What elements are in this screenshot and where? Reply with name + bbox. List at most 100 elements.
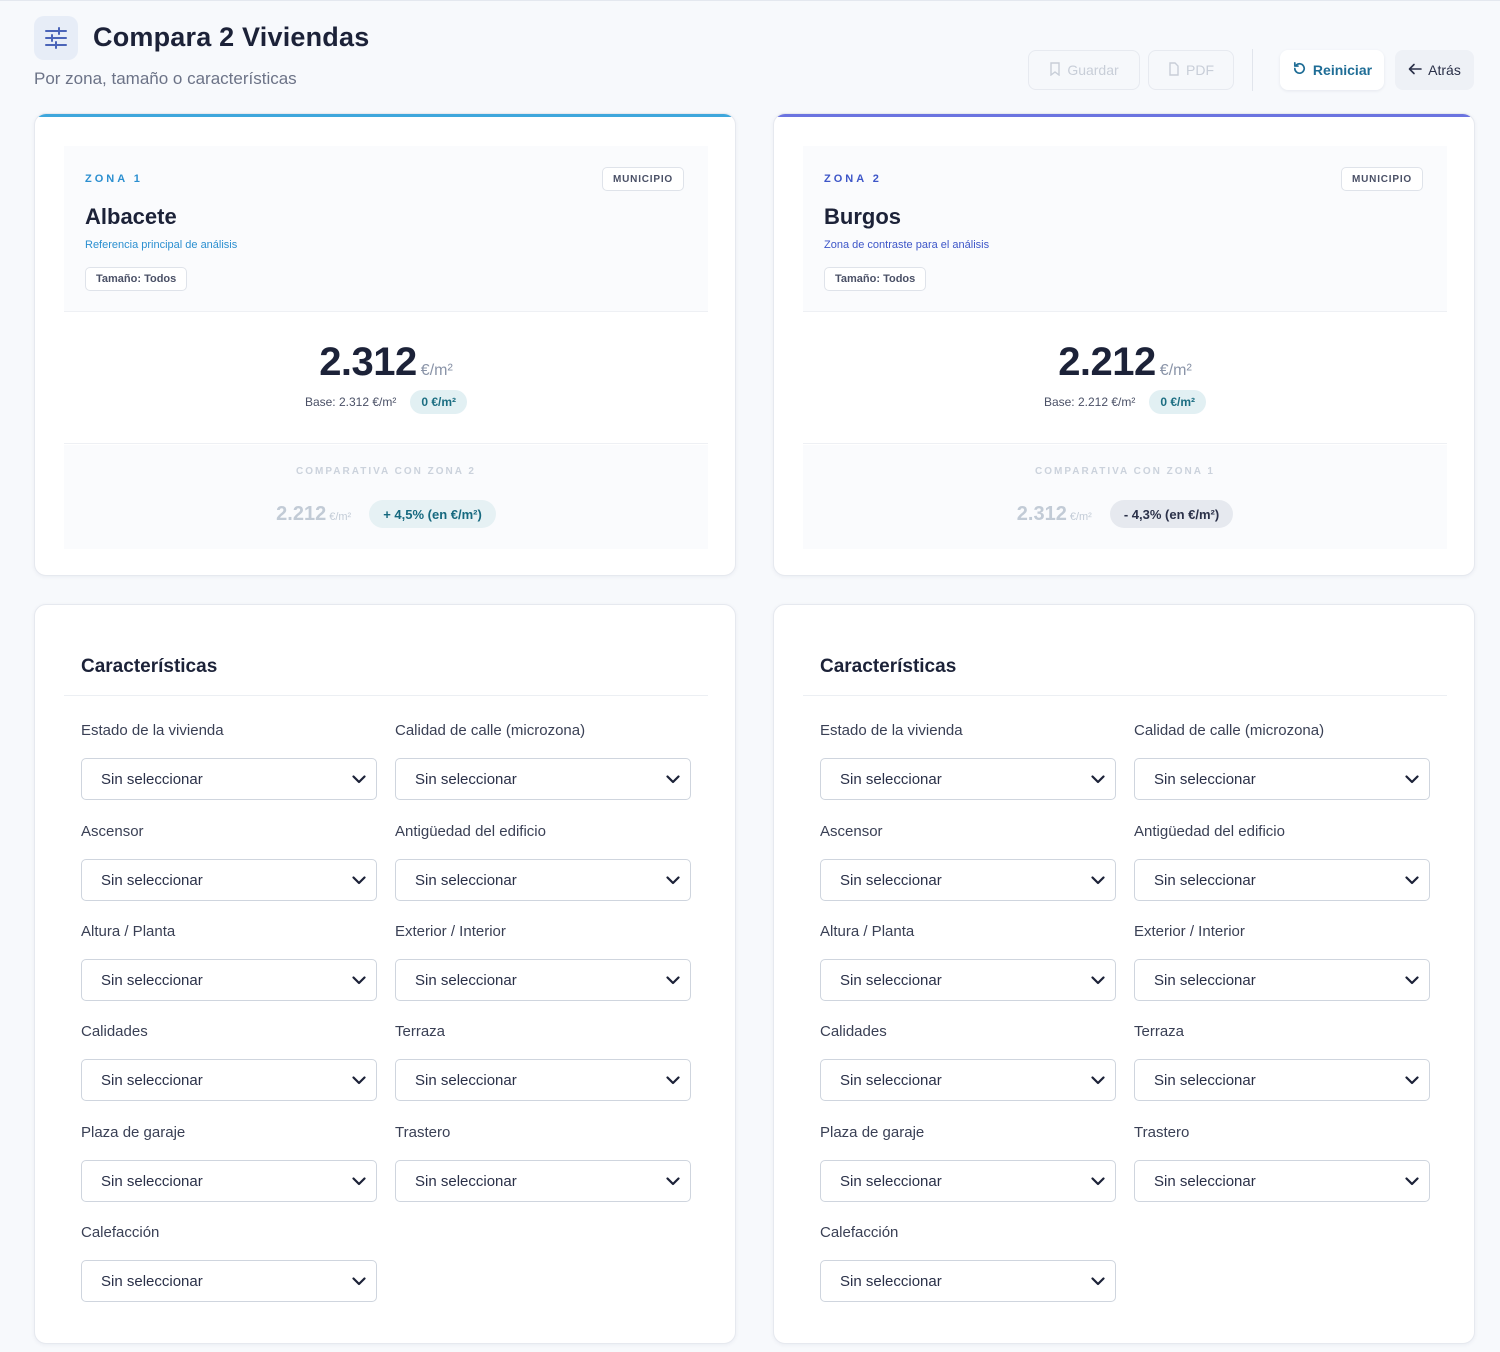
zone-1-field-4: Altura / Planta Sin seleccionar <box>81 923 377 1001</box>
pdf-button[interactable]: PDF <box>1148 50 1234 90</box>
zone-1-field-10: Calefacción Sin seleccionar <box>81 1224 377 1302</box>
field-label: Terraza <box>1134 1023 1185 1040</box>
chevron-down-icon <box>666 972 680 989</box>
zone-1-accent-bar <box>35 114 735 117</box>
save-button[interactable]: Guardar <box>1028 50 1140 90</box>
page-subtitle: Por zona, tamaño o características <box>34 69 297 88</box>
chevron-down-icon <box>1405 1173 1419 1190</box>
select-value: Sin seleccionar <box>101 1272 203 1290</box>
field-label: Calefacción <box>81 1224 160 1241</box>
select-dropdown[interactable]: Sin seleccionar <box>1134 859 1430 901</box>
zone-1-description: Referencia principal de análisis <box>85 239 238 251</box>
zone-2-type-badge: MUNICIPIO <box>1341 167 1423 191</box>
field-label: Antigüedad del edificio <box>1134 823 1285 840</box>
select-value: Sin seleccionar <box>101 1071 203 1089</box>
zone-2-comparison-unit: €/m² <box>1069 510 1092 523</box>
reset-button[interactable]: Reiniciar <box>1280 50 1384 90</box>
select-value: Sin seleccionar <box>415 1071 517 1089</box>
select-value: Sin seleccionar <box>415 770 517 788</box>
zone-2-base-price: Base: 2.212 €/m² <box>1043 395 1136 409</box>
zone-2-field-6: Calidades Sin seleccionar <box>820 1023 1116 1101</box>
select-dropdown[interactable]: Sin seleccionar <box>1134 1059 1430 1101</box>
select-value: Sin seleccionar <box>1154 770 1256 788</box>
select-dropdown[interactable]: Sin seleccionar <box>395 859 691 901</box>
zone-2-price-unit: €/m² <box>1159 362 1192 379</box>
select-dropdown[interactable]: Sin seleccionar <box>1134 1160 1430 1202</box>
header-separator <box>1252 49 1253 91</box>
select-value: Sin seleccionar <box>415 871 517 889</box>
select-dropdown[interactable]: Sin seleccionar <box>820 1160 1116 1202</box>
top-border <box>0 0 1500 1</box>
zone-2-field-4: Altura / Planta Sin seleccionar <box>820 923 1116 1001</box>
zone-1-comparison-unit: €/m² <box>329 510 352 523</box>
select-dropdown[interactable]: Sin seleccionar <box>820 1260 1116 1302</box>
zone-2-accent-bar <box>774 114 1474 117</box>
select-dropdown[interactable]: Sin seleccionar <box>81 959 377 1001</box>
zone-2-header: ZONA 2 MUNICIPIO Burgos Zona de contrast… <box>803 146 1447 312</box>
zone-2-name: Burgos <box>824 204 901 229</box>
select-dropdown[interactable]: Sin seleccionar <box>395 1160 691 1202</box>
zone-2-field-7: Terraza Sin seleccionar <box>1134 1023 1430 1101</box>
select-value: Sin seleccionar <box>1154 871 1256 889</box>
select-dropdown[interactable]: Sin seleccionar <box>820 758 1116 800</box>
page-title: Compara 2 Viviendas <box>93 22 370 52</box>
select-dropdown[interactable]: Sin seleccionar <box>81 1059 377 1101</box>
select-dropdown[interactable]: Sin seleccionar <box>820 959 1116 1001</box>
field-label: Exterior / Interior <box>395 923 506 940</box>
zone-2-field-9: Trastero Sin seleccionar <box>1134 1124 1430 1202</box>
zone-2-field-3: Antigüedad del edificio Sin seleccionar <box>1134 823 1430 901</box>
zone-1-card: ZONA 1 MUNICIPIO Albacete Referencia pri… <box>34 113 736 576</box>
field-label: Terraza <box>395 1023 446 1040</box>
select-dropdown[interactable]: Sin seleccionar <box>395 959 691 1001</box>
zone-2-field-2: Ascensor Sin seleccionar <box>820 823 1116 901</box>
select-value: Sin seleccionar <box>840 770 942 788</box>
zone-1-comparison-value: 2.212 <box>276 502 327 525</box>
zone-2-card: ZONA 2 MUNICIPIO Burgos Zona de contrast… <box>773 113 1475 576</box>
select-dropdown[interactable]: Sin seleccionar <box>395 758 691 800</box>
chevron-down-icon <box>352 1072 366 1089</box>
zone-1-base-price: Base: 2.312 €/m² <box>304 395 397 409</box>
zone-1-features-title: Características <box>81 656 218 677</box>
save-button-label: Guardar <box>1067 62 1119 78</box>
field-label: Ascensor <box>820 823 883 840</box>
select-dropdown[interactable]: Sin seleccionar <box>395 1059 691 1101</box>
select-value: Sin seleccionar <box>101 871 203 889</box>
select-dropdown[interactable]: Sin seleccionar <box>81 859 377 901</box>
select-dropdown[interactable]: Sin seleccionar <box>1134 758 1430 800</box>
select-dropdown[interactable]: Sin seleccionar <box>81 1160 377 1202</box>
chevron-down-icon <box>1405 771 1419 788</box>
zone-2-field-1: Calidad de calle (microzona) Sin seleccio… <box>1134 722 1430 800</box>
zone-2-features-divider <box>803 695 1447 696</box>
zone-2-field-5: Exterior / Interior Sin seleccionar <box>1134 923 1430 1001</box>
select-value: Sin seleccionar <box>840 971 942 989</box>
pdf-button-label: PDF <box>1186 62 1214 78</box>
select-value: Sin seleccionar <box>101 1172 203 1190</box>
field-label: Calidades <box>81 1023 148 1040</box>
chevron-down-icon <box>352 972 366 989</box>
select-value: Sin seleccionar <box>415 971 517 989</box>
select-dropdown[interactable]: Sin seleccionar <box>820 859 1116 901</box>
select-dropdown[interactable]: Sin seleccionar <box>820 1059 1116 1101</box>
chevron-down-icon <box>666 872 680 889</box>
chevron-down-icon <box>1405 972 1419 989</box>
back-button-label: Atrás <box>1428 62 1461 78</box>
zone-1-field-1: Calidad de calle (microzona) Sin seleccio… <box>395 722 691 800</box>
field-label: Plaza de garaje <box>820 1124 925 1141</box>
zone-2-price-block: 2.212 €/m² Base: 2.212 €/m² 0 €/m² <box>803 312 1447 444</box>
zone-1-comparison: COMPARATIVA CON ZONA 2 2.212 €/m² + 4,5% … <box>64 445 708 549</box>
field-label: Calidad de calle (microzona) <box>395 722 586 739</box>
select-dropdown[interactable]: Sin seleccionar <box>81 758 377 800</box>
zone-1-size-chip: Tamaño: Todos <box>85 267 188 291</box>
zone-1-price-block: 2.312 €/m² Base: 2.312 €/m² 0 €/m² <box>64 312 708 444</box>
zone-2-field-0: Estado de la vivienda Sin seleccionar <box>820 722 1116 800</box>
select-dropdown[interactable]: Sin seleccionar <box>81 1260 377 1302</box>
chevron-down-icon <box>352 771 366 788</box>
select-dropdown[interactable]: Sin seleccionar <box>1134 959 1430 1001</box>
zone-1-delta-badge: 0 €/m² <box>410 390 468 414</box>
sliders-icon <box>34 16 78 60</box>
document-icon <box>1168 61 1180 79</box>
back-button[interactable]: Atrás <box>1395 50 1474 90</box>
chevron-down-icon <box>1091 1273 1105 1290</box>
field-label: Estado de la vivienda <box>820 722 963 739</box>
select-value: Sin seleccionar <box>1154 1071 1256 1089</box>
